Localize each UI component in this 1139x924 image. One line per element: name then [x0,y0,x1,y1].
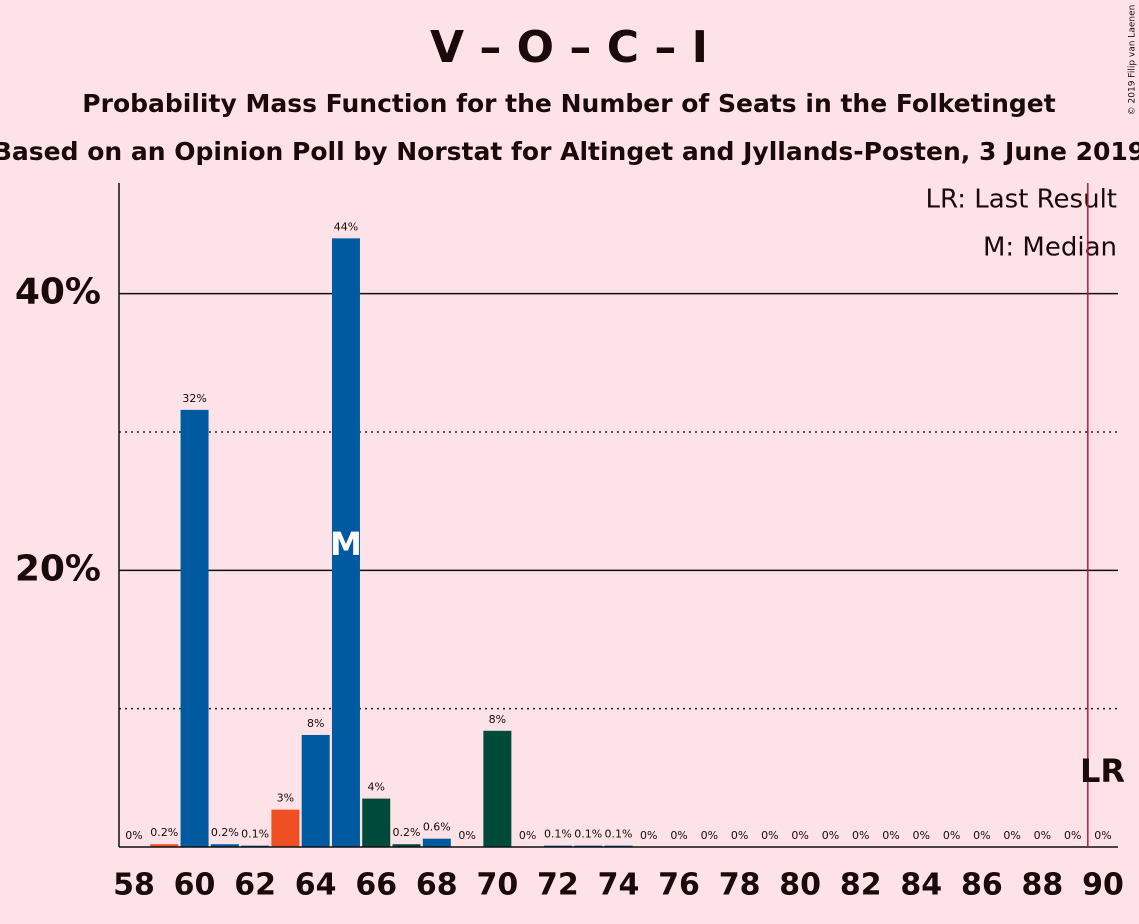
value-label: 0% [791,829,808,842]
last-result-label: LR [1080,752,1125,790]
value-label: 0% [943,829,960,842]
value-label: 0% [458,829,475,842]
value-label: 0% [519,829,536,842]
x-tick-label: 86 [961,868,1003,903]
value-label: 0% [1003,829,1020,842]
x-tick-label: 74 [598,868,640,903]
value-label: 0.1% [241,828,269,841]
value-label: 0% [973,829,990,842]
value-label: 0% [852,829,869,842]
value-label: 0.1% [605,828,633,841]
value-label: 0.2% [393,826,421,839]
bar [392,844,421,847]
x-tick-label: 88 [1022,868,1064,903]
x-tick-label: 58 [113,868,155,903]
value-label: 0% [640,829,657,842]
median-marker: M [330,525,362,563]
x-tick-label: 62 [234,868,276,903]
bar [271,809,300,847]
value-label: 0% [670,829,687,842]
legend-entry: LR: Last Result [925,185,1117,215]
value-label: 8% [489,713,506,726]
bar [422,838,451,847]
value-label: 0% [701,829,718,842]
x-tick-label: 84 [900,868,942,903]
x-tick-label: 68 [416,868,458,903]
x-tick-label: 60 [174,868,216,903]
value-label: 0% [761,829,778,842]
bar [150,844,179,847]
copyright: © 2019 Filip van Laenen [1128,5,1138,116]
x-tick-label: 70 [476,868,518,903]
value-label: 0% [731,829,748,842]
x-tick-label: 72 [537,868,579,903]
bar [362,798,391,847]
value-label: 0% [1094,829,1111,842]
chart-subtitle: Probability Mass Function for the Number… [82,89,1055,118]
x-tick-label: 80 [779,868,821,903]
x-tick-label: 76 [658,868,700,903]
x-tick-label: 82 [840,868,882,903]
value-label: 0.2% [211,826,239,839]
value-label: 0% [913,829,930,842]
bar [210,844,239,847]
bar [483,730,512,847]
value-label: 0.1% [544,828,572,841]
chart-title: V – O – C – I [430,22,708,73]
value-label: 3% [277,792,294,805]
value-label: 0% [822,829,839,842]
value-label: 0% [882,829,899,842]
bar [301,734,330,847]
chart-subtitle: Based on an Opinion Poll by Norstat for … [0,137,1139,166]
legend-entry: M: Median [983,233,1117,263]
y-tick-label: 20% [15,548,101,589]
value-label: 4% [368,781,385,794]
value-label: 44% [334,220,358,233]
x-tick-label: 64 [295,868,337,903]
value-label: 0.6% [423,821,451,834]
value-label: 32% [182,392,206,405]
value-label: 8% [307,717,324,730]
value-label: 0% [1064,829,1081,842]
x-tick-label: 90 [1082,868,1124,903]
value-label: 0% [125,829,142,842]
value-label: 0% [1034,829,1051,842]
y-tick-label: 40% [15,272,101,313]
x-tick-label: 78 [719,868,761,903]
value-label: 0.2% [150,826,178,839]
bar [331,238,360,848]
x-tick-label: 66 [355,868,397,903]
value-label: 0.1% [574,828,602,841]
bar [180,409,209,847]
